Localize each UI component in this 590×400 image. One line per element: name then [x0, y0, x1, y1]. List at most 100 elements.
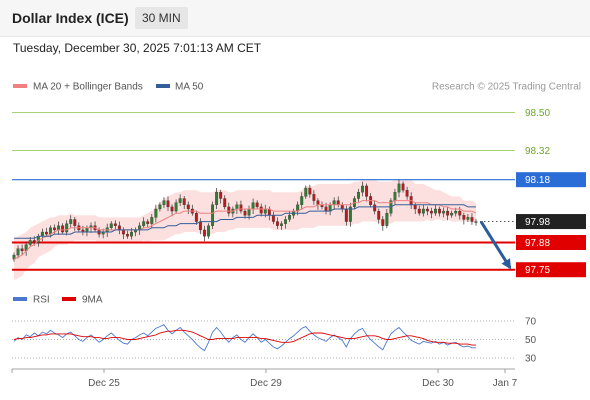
candle-up	[263, 208, 267, 214]
candle-down	[203, 229, 206, 237]
legend-label-ma50: MA 50	[175, 82, 204, 93]
candle-down	[73, 219, 77, 226]
candle-down	[373, 204, 377, 212]
x-tick-label: Jan 7	[493, 378, 518, 389]
rsi-tick-label: 50	[525, 335, 537, 346]
candle-down	[438, 208, 441, 214]
candle-down	[271, 215, 275, 222]
level-label-5: 97.75	[525, 265, 550, 276]
candle-up	[69, 219, 73, 224]
candle-up	[288, 215, 292, 220]
candle-down	[417, 208, 421, 214]
candle-down	[365, 185, 369, 197]
candle-down	[336, 200, 340, 205]
candle-up	[474, 221, 478, 223]
candle-down	[239, 204, 243, 212]
candle-up	[361, 185, 364, 193]
candle-up	[142, 221, 146, 226]
candle-up	[215, 192, 219, 205]
candle-up	[130, 231, 133, 237]
candle-up	[150, 217, 154, 224]
forecast-arrow-shaft	[479, 220, 512, 269]
candle-up	[235, 204, 239, 210]
candle-down	[381, 219, 385, 226]
candle-down	[470, 217, 474, 222]
candle-up	[12, 254, 16, 260]
candle-down	[243, 210, 247, 216]
candle-up	[247, 208, 251, 216]
legend-swatch-9ma	[62, 297, 76, 301]
x-tick-label: Dec 29	[250, 378, 282, 389]
ma20-line	[13, 200, 477, 260]
candle-up	[385, 213, 389, 226]
candle-down	[401, 183, 405, 191]
candle-up	[442, 210, 446, 214]
candle-up	[65, 223, 69, 233]
candle-up	[28, 240, 32, 245]
candle-up	[454, 210, 458, 214]
candle-up	[16, 248, 20, 256]
candle-up	[158, 204, 162, 210]
candle-up	[300, 196, 304, 205]
level-label-1: 98.32	[525, 146, 550, 157]
candle-up	[211, 204, 215, 226]
legend-label-rsi: RSI	[33, 295, 50, 306]
candle-up	[162, 200, 166, 205]
candle-down	[32, 240, 36, 243]
candle-up	[357, 192, 360, 199]
instrument-title: Dollar Index (ICE)	[12, 10, 129, 26]
candle-down	[61, 225, 65, 233]
candle-down	[20, 248, 24, 252]
candle-down	[458, 210, 462, 216]
level-label-3: 97.98	[525, 217, 550, 228]
candle-down	[170, 206, 174, 212]
candle-down	[446, 210, 450, 216]
level-tag-bg-2	[516, 172, 586, 188]
level-label-4: 97.88	[525, 238, 550, 249]
candle-down	[255, 202, 259, 208]
legend-swatch-ma20	[13, 84, 27, 88]
candle-up	[251, 202, 255, 210]
candle-down	[340, 204, 344, 210]
level-tag-bg-3	[516, 214, 586, 230]
candle-down	[146, 221, 150, 224]
candle-up	[40, 231, 44, 237]
candle-down	[126, 233, 129, 237]
candle-down	[227, 206, 231, 214]
candle-up	[450, 213, 454, 216]
timeframe-badge[interactable]: 30 MIN	[135, 7, 188, 29]
ma50-line	[14, 204, 476, 239]
candle-down	[324, 206, 328, 212]
legend-swatch-ma50	[156, 84, 170, 88]
candle-down	[405, 189, 409, 197]
legend-label-ma20: MA 20 + Bollinger Bands	[33, 82, 143, 93]
level-label-2: 98.18	[525, 175, 550, 186]
candle-up	[178, 198, 182, 203]
candle-up	[280, 223, 283, 226]
candle-up	[434, 208, 437, 214]
candle-down	[53, 227, 56, 231]
candle-up	[109, 223, 113, 228]
candle-down	[121, 229, 125, 235]
candle-down	[344, 208, 348, 222]
x-tick-label: Dec 25	[88, 378, 120, 389]
candle-down	[275, 221, 279, 226]
chart-header: Dollar Index (ICE) 30 MIN	[0, 0, 590, 37]
candle-down	[429, 210, 433, 214]
level-tag-bg-5	[516, 262, 586, 278]
candle-down	[166, 200, 170, 208]
datetime-label: Tuesday, December 30, 2025 7:01:13 AM CE…	[13, 41, 262, 55]
x-tick-label: Dec 30	[422, 378, 454, 389]
bollinger-band	[14, 179, 476, 281]
candle-up	[154, 208, 158, 218]
candle-up	[304, 187, 308, 197]
rsi-tick-label: 70	[525, 317, 537, 328]
candle-up	[393, 192, 397, 201]
candle-down	[462, 215, 466, 220]
candle-down	[316, 200, 320, 205]
forecast-arrow-head	[501, 258, 512, 270]
candle-up	[174, 202, 178, 212]
candle-up	[397, 183, 401, 193]
candle-up	[348, 206, 352, 222]
